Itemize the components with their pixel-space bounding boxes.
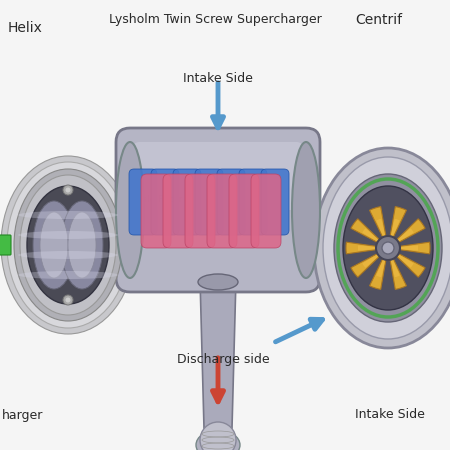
Wedge shape bbox=[362, 228, 388, 248]
Ellipse shape bbox=[61, 201, 103, 289]
Ellipse shape bbox=[18, 211, 118, 219]
Wedge shape bbox=[388, 248, 425, 277]
FancyBboxPatch shape bbox=[217, 169, 245, 235]
Ellipse shape bbox=[7, 162, 129, 328]
Text: Female
Rotor: Female Rotor bbox=[308, 208, 341, 228]
Ellipse shape bbox=[334, 174, 442, 322]
FancyBboxPatch shape bbox=[173, 169, 201, 235]
Wedge shape bbox=[369, 207, 388, 248]
Wedge shape bbox=[388, 219, 400, 248]
Text: male Rotor: male Rotor bbox=[133, 195, 183, 204]
FancyBboxPatch shape bbox=[185, 174, 215, 248]
Ellipse shape bbox=[116, 142, 144, 278]
Wedge shape bbox=[351, 248, 388, 277]
Ellipse shape bbox=[18, 231, 118, 239]
Text: Lysholm Twin Screw Supercharger: Lysholm Twin Screw Supercharger bbox=[108, 14, 321, 27]
Text: harger: harger bbox=[2, 409, 43, 422]
Text: Discharge side: Discharge side bbox=[177, 354, 269, 366]
Wedge shape bbox=[362, 248, 388, 268]
Circle shape bbox=[66, 297, 71, 302]
Wedge shape bbox=[376, 248, 388, 277]
Wedge shape bbox=[388, 245, 418, 251]
FancyBboxPatch shape bbox=[229, 174, 259, 248]
Ellipse shape bbox=[343, 186, 433, 310]
Ellipse shape bbox=[314, 148, 450, 348]
FancyBboxPatch shape bbox=[195, 169, 223, 235]
Wedge shape bbox=[388, 207, 406, 248]
Text: Centrif: Centrif bbox=[355, 13, 402, 27]
Circle shape bbox=[376, 236, 400, 260]
FancyBboxPatch shape bbox=[251, 174, 281, 248]
Text: Intake Side: Intake Side bbox=[183, 72, 253, 85]
FancyBboxPatch shape bbox=[163, 174, 193, 248]
Ellipse shape bbox=[20, 175, 116, 315]
FancyBboxPatch shape bbox=[116, 128, 320, 292]
Wedge shape bbox=[388, 242, 430, 254]
Wedge shape bbox=[388, 248, 400, 277]
Polygon shape bbox=[200, 278, 236, 428]
Circle shape bbox=[382, 242, 394, 254]
Wedge shape bbox=[388, 219, 425, 248]
Circle shape bbox=[63, 295, 73, 305]
FancyBboxPatch shape bbox=[239, 169, 267, 235]
Ellipse shape bbox=[68, 212, 96, 278]
FancyBboxPatch shape bbox=[151, 169, 179, 235]
Wedge shape bbox=[376, 219, 388, 248]
Wedge shape bbox=[346, 242, 388, 254]
Ellipse shape bbox=[18, 251, 118, 259]
Ellipse shape bbox=[292, 142, 320, 278]
Wedge shape bbox=[388, 228, 414, 248]
Wedge shape bbox=[388, 248, 414, 268]
Text: Helix: Helix bbox=[8, 21, 43, 35]
Wedge shape bbox=[369, 248, 388, 289]
Text: Intake Side: Intake Side bbox=[355, 409, 425, 422]
Ellipse shape bbox=[40, 212, 68, 278]
Ellipse shape bbox=[198, 274, 238, 290]
Ellipse shape bbox=[18, 271, 118, 279]
Ellipse shape bbox=[1, 156, 135, 334]
FancyBboxPatch shape bbox=[207, 174, 237, 248]
Ellipse shape bbox=[323, 157, 450, 339]
FancyBboxPatch shape bbox=[132, 142, 304, 210]
Ellipse shape bbox=[27, 186, 109, 304]
Circle shape bbox=[200, 422, 236, 450]
Ellipse shape bbox=[33, 201, 75, 289]
FancyBboxPatch shape bbox=[0, 235, 11, 255]
FancyBboxPatch shape bbox=[129, 169, 157, 235]
Ellipse shape bbox=[196, 430, 240, 450]
Wedge shape bbox=[388, 248, 406, 289]
FancyBboxPatch shape bbox=[261, 169, 289, 235]
Wedge shape bbox=[351, 219, 388, 248]
Circle shape bbox=[66, 188, 71, 193]
Ellipse shape bbox=[14, 169, 122, 321]
FancyBboxPatch shape bbox=[141, 174, 171, 248]
Wedge shape bbox=[358, 245, 388, 251]
Circle shape bbox=[63, 185, 73, 195]
